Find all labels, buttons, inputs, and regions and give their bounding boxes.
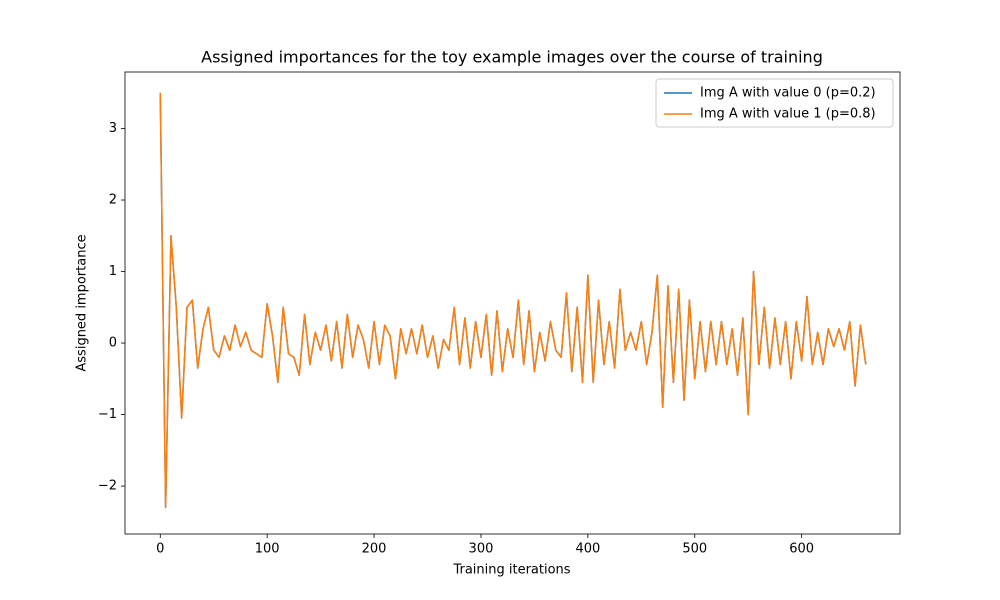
x-axis-label: Training iterations [452,563,570,578]
x-tick-label: 100 [255,542,280,557]
y-tick-label: −1 [98,407,117,422]
plot-frame [124,71,901,535]
x-tick-label: 200 [362,542,387,557]
y-tick-label: 0 [109,336,117,351]
y-axis-label: Assigned importance [75,234,90,371]
legend-label: Img A with value 1 (p=0.8) [700,107,876,122]
x-tick-label: 500 [682,542,707,557]
y-tick-label: 3 [109,121,117,136]
chart-title: Assigned importances for the toy example… [201,48,823,67]
y-tick-label: 2 [109,193,117,208]
x-tick-label: 300 [469,542,494,557]
y-tick-label: 1 [109,264,117,279]
legend-box [655,78,894,128]
x-tick-label: 600 [789,542,814,557]
x-tick-label: 0 [156,542,164,557]
y-tick-label: −2 [98,479,117,494]
series-line [159,92,867,509]
legend-label: Img A with value 0 (p=0.2) [700,86,876,101]
x-tick-label: 400 [575,542,600,557]
